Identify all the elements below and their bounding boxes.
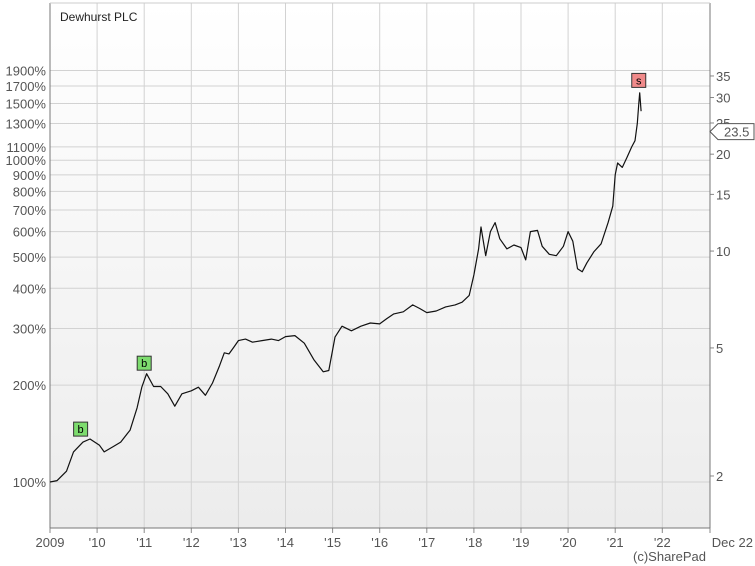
axis-labels: 100% 200% 300% 400% 500% 600% 700% 800%900%1000… (6, 63, 753, 550)
left-axis-label: 1900% (6, 63, 47, 78)
left-axis-label: 1100% (6, 140, 46, 155)
x-axis-label: '20 (560, 535, 577, 550)
buy-marker (136, 355, 152, 371)
left-axis-label: 1700% (6, 79, 47, 94)
right-axis-label: 30 (716, 91, 730, 106)
buy-marker (73, 421, 89, 437)
x-axis-label: '15 (324, 535, 341, 550)
chart-title: Dewhurst PLC (60, 10, 138, 24)
x-axis-label: 2009 (36, 535, 65, 550)
trade-markers: b b s (73, 72, 647, 437)
left-axis-label: 700% (13, 203, 47, 218)
left-axis-label: 1000% (6, 153, 47, 168)
x-axis-label: '13 (230, 535, 247, 550)
x-axis-label: '10 (89, 535, 106, 550)
grid-lines (50, 3, 710, 528)
price-line (49, 92, 642, 483)
x-axis-label: '12 (183, 535, 200, 550)
left-axis-label: 200% (13, 378, 47, 393)
left-axis-label: 600% (13, 225, 47, 240)
x-axis-label: '21 (607, 535, 624, 550)
right-axis-label: 2 (716, 469, 723, 484)
x-axis-label: '19 (513, 535, 530, 550)
x-axis-label: '17 (418, 535, 435, 550)
left-axis-label: 300% (13, 321, 47, 336)
buy-marker-label: b (78, 424, 84, 436)
axes (49, 2, 714, 533)
credit-text: (c)SharePad (633, 549, 706, 564)
sell-marker-label: s (636, 75, 642, 87)
x-axis-label: '11 (136, 535, 152, 550)
x-axis-label: '16 (371, 535, 388, 550)
left-axis-label: 100% (13, 475, 47, 490)
right-axis-label: 20 (716, 147, 730, 162)
left-axis-label: 800% (13, 184, 47, 199)
right-axis-label: 15 (716, 187, 730, 202)
left-axis-label: 500% (13, 250, 47, 265)
right-axis-label: 5 (716, 341, 723, 356)
x-axis-label: '14 (277, 535, 294, 550)
last-price-value: 23.5 (724, 125, 749, 140)
left-axis-label: 900% (13, 168, 47, 183)
x-axis-label: '22 (654, 535, 671, 550)
last-price-tag: 23.5 (709, 123, 755, 141)
left-axis-label: 1500% (6, 97, 47, 112)
left-axis-label: 400% (13, 281, 47, 296)
left-axis-label: 1300% (6, 117, 47, 132)
right-axis-label: 35 (716, 69, 730, 84)
right-axis-label: 10 (716, 244, 730, 259)
x-axis-label: '18 (465, 535, 482, 550)
sell-marker (631, 72, 647, 88)
buy-marker-label: b (141, 358, 147, 370)
x-axis-label: Dec 22 (712, 535, 753, 550)
